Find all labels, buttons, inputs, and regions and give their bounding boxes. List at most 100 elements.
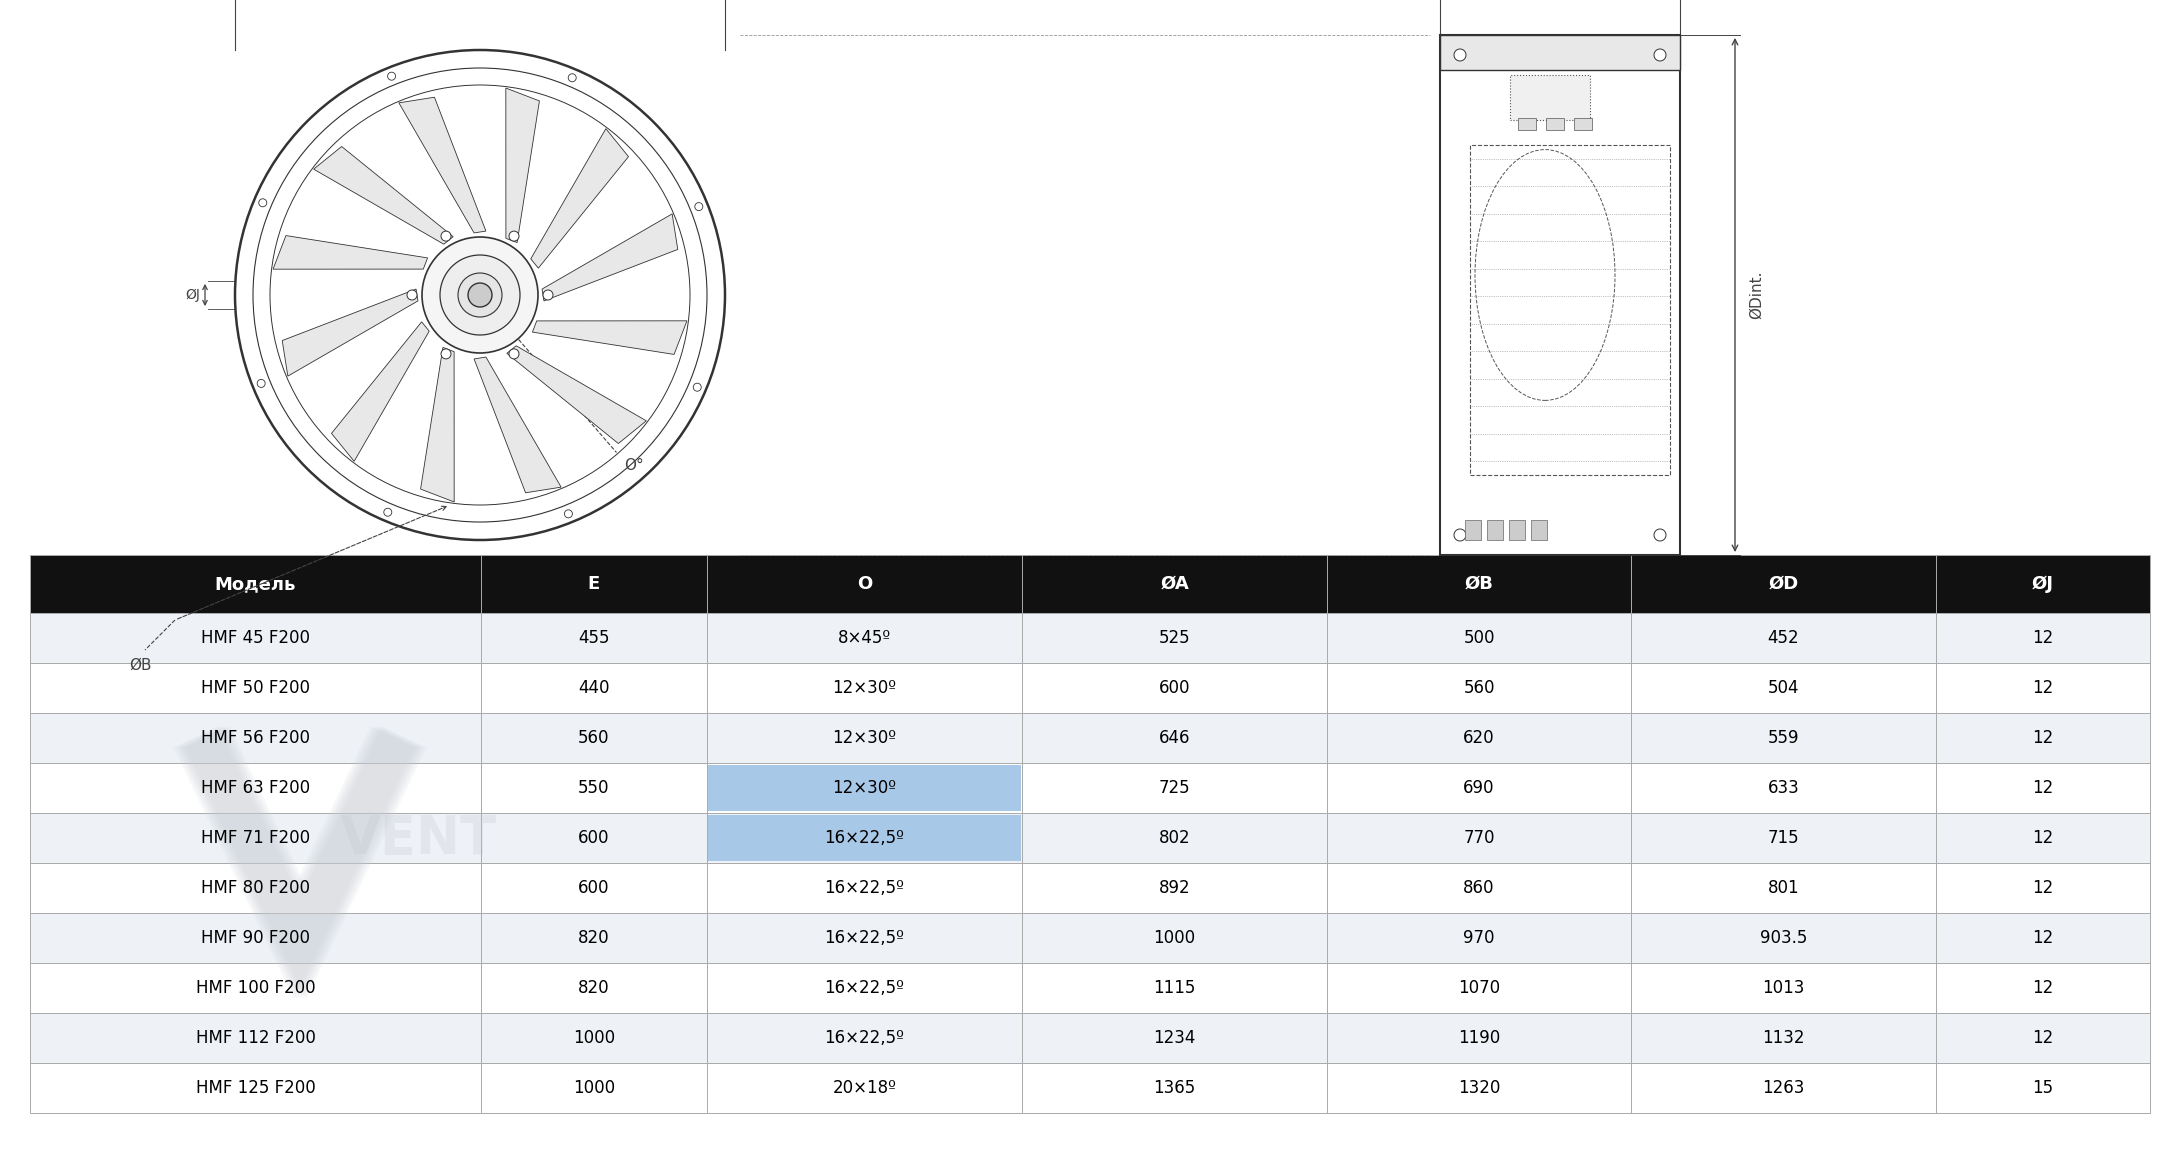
Text: ØJ: ØJ [2032,576,2054,593]
Bar [1022,613,1328,663]
Bar [482,613,706,663]
Bar [1631,663,1936,713]
Bar [1631,913,1936,963]
Bar [708,765,1022,811]
Bar [1936,713,2149,763]
Circle shape [408,290,416,301]
Text: ØB: ØB [1465,576,1493,593]
Bar [1936,913,2149,963]
Bar [1487,520,1502,541]
Text: 12: 12 [2032,829,2054,847]
Bar [482,1014,706,1062]
Bar [1465,520,1480,541]
Bar [706,763,1022,813]
Bar [1022,813,1328,863]
Text: HMF 125 F200: HMF 125 F200 [196,1079,316,1097]
Text: HMF 50 F200: HMF 50 F200 [201,679,310,697]
Circle shape [469,283,493,308]
Text: 860: 860 [1463,880,1495,897]
Bar [1328,763,1631,813]
Circle shape [423,236,538,353]
Bar [1328,963,1631,1014]
Circle shape [388,72,395,80]
Bar [1022,1014,1328,1062]
Bar [482,813,706,863]
Bar [1328,1014,1631,1062]
Bar [706,963,1022,1014]
Text: ØJ: ØJ [185,288,201,302]
Text: 820: 820 [578,929,610,947]
Polygon shape [331,322,429,461]
Circle shape [569,73,576,82]
Polygon shape [506,89,538,242]
Bar [1022,763,1328,813]
Bar [482,1062,706,1113]
Text: 1000: 1000 [573,1079,615,1097]
Bar [1546,118,1563,130]
Text: HMF 56 F200: HMF 56 F200 [201,729,310,747]
Polygon shape [532,320,687,354]
Text: 646: 646 [1160,729,1190,747]
Bar [31,613,482,663]
Text: 12×30º: 12×30º [833,679,896,697]
Bar [706,913,1022,963]
Text: 12: 12 [2032,729,2054,747]
Text: 1365: 1365 [1153,1079,1195,1097]
Bar [1936,1014,2149,1062]
Text: 16×22,5º: 16×22,5º [824,829,905,847]
Text: HMF 45 F200: HMF 45 F200 [201,629,310,647]
Polygon shape [399,97,486,233]
Bar [1936,813,2149,863]
Bar [1328,913,1631,963]
Bar [1936,1062,2149,1113]
Bar [1441,35,1681,70]
Text: 12×30º: 12×30º [833,729,896,747]
Polygon shape [506,346,645,444]
Bar [1631,963,1936,1014]
Bar [1936,863,2149,913]
Bar [31,1014,482,1062]
Text: Модель: Модель [216,576,296,593]
Bar [1469,144,1670,475]
Bar [1631,1014,1936,1062]
Polygon shape [473,356,560,493]
Text: HMF 80 F200: HMF 80 F200 [201,880,310,897]
Text: HMF 71 F200: HMF 71 F200 [201,829,310,847]
Text: 725: 725 [1160,779,1190,797]
Circle shape [1655,49,1666,61]
Bar [1509,520,1526,541]
Bar [1022,963,1328,1014]
Bar [1631,813,1936,863]
Bar [708,816,1022,861]
Text: 12: 12 [2032,629,2054,647]
Text: 1070: 1070 [1458,979,1500,997]
Bar [1574,118,1591,130]
Text: 1320: 1320 [1458,1079,1500,1097]
Circle shape [1454,529,1465,541]
Text: HMF 100 F200: HMF 100 F200 [196,979,316,997]
Bar [1936,613,2149,663]
Text: E: E [589,576,600,593]
Circle shape [508,231,519,241]
Polygon shape [281,289,419,376]
Bar [31,763,482,813]
Text: 903.5: 903.5 [1759,929,1807,947]
Bar [482,663,706,713]
Text: 440: 440 [578,679,610,697]
Bar [1631,763,1936,813]
Circle shape [384,508,392,516]
Text: 16×22,5º: 16×22,5º [824,880,905,897]
Bar [31,963,482,1014]
Text: ØD: ØD [1768,576,1798,593]
Text: 12: 12 [2032,1029,2054,1047]
Bar [31,913,482,963]
Text: 1115: 1115 [1153,979,1197,997]
Bar [1022,913,1328,963]
Text: 633: 633 [1768,779,1798,797]
Text: 12: 12 [2032,929,2054,947]
Text: 820: 820 [578,979,610,997]
Bar [1022,1062,1328,1113]
Bar [706,1062,1022,1113]
Text: 12: 12 [2032,679,2054,697]
Text: 1000: 1000 [573,1029,615,1047]
